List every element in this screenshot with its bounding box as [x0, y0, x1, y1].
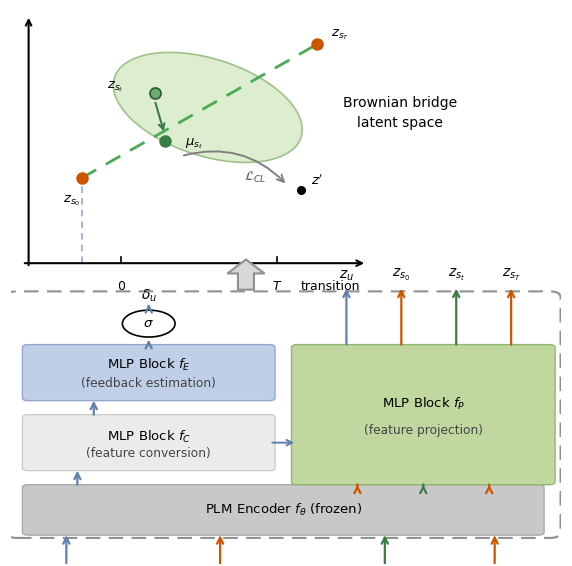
Text: $\sigma$: $\sigma$: [144, 317, 154, 330]
Text: $z_{s_0}$: $z_{s_0}$: [392, 267, 411, 283]
Text: PLM Encoder $f_{\theta}$ (frozen): PLM Encoder $f_{\theta}$ (frozen): [205, 502, 362, 518]
FancyBboxPatch shape: [22, 345, 275, 401]
Text: MLP Block $f_C$: MLP Block $f_C$: [106, 428, 191, 445]
Text: $z'$: $z'$: [311, 173, 323, 188]
Text: transition: transition: [301, 280, 360, 293]
Text: $\mathcal{L}_{CL}$: $\mathcal{L}_{CL}$: [244, 169, 267, 185]
Text: $z_{s_T}$: $z_{s_T}$: [502, 267, 521, 283]
Text: 0: 0: [117, 280, 125, 293]
Text: $z_{s_T}$: $z_{s_T}$: [331, 27, 349, 42]
FancyArrowPatch shape: [184, 151, 284, 182]
Text: (feedback estimation): (feedback estimation): [81, 377, 216, 390]
FancyBboxPatch shape: [292, 345, 555, 484]
Text: $z_{s_0}$: $z_{s_0}$: [63, 194, 81, 208]
Text: $\delta_u$: $\delta_u$: [141, 288, 157, 304]
Ellipse shape: [113, 53, 302, 162]
Text: MLP Block $f_P$: MLP Block $f_P$: [382, 396, 465, 412]
FancyBboxPatch shape: [22, 484, 544, 535]
Text: (feature conversion): (feature conversion): [86, 447, 211, 460]
Text: MLP Block $f_E$: MLP Block $f_E$: [107, 357, 190, 373]
Text: $T$: $T$: [272, 280, 283, 293]
FancyBboxPatch shape: [22, 415, 275, 471]
Text: Brownian bridge
latent space: Brownian bridge latent space: [343, 96, 458, 131]
Circle shape: [122, 310, 175, 337]
Text: $\mu_{s_t}$: $\mu_{s_t}$: [185, 136, 202, 151]
Text: (feature projection): (feature projection): [364, 424, 483, 438]
Text: $z_u$: $z_u$: [339, 269, 354, 283]
FancyArrow shape: [228, 259, 264, 290]
Text: $z_{s_t}$: $z_{s_t}$: [106, 79, 123, 93]
Text: $z_{s_t}$: $z_{s_t}$: [448, 267, 465, 283]
